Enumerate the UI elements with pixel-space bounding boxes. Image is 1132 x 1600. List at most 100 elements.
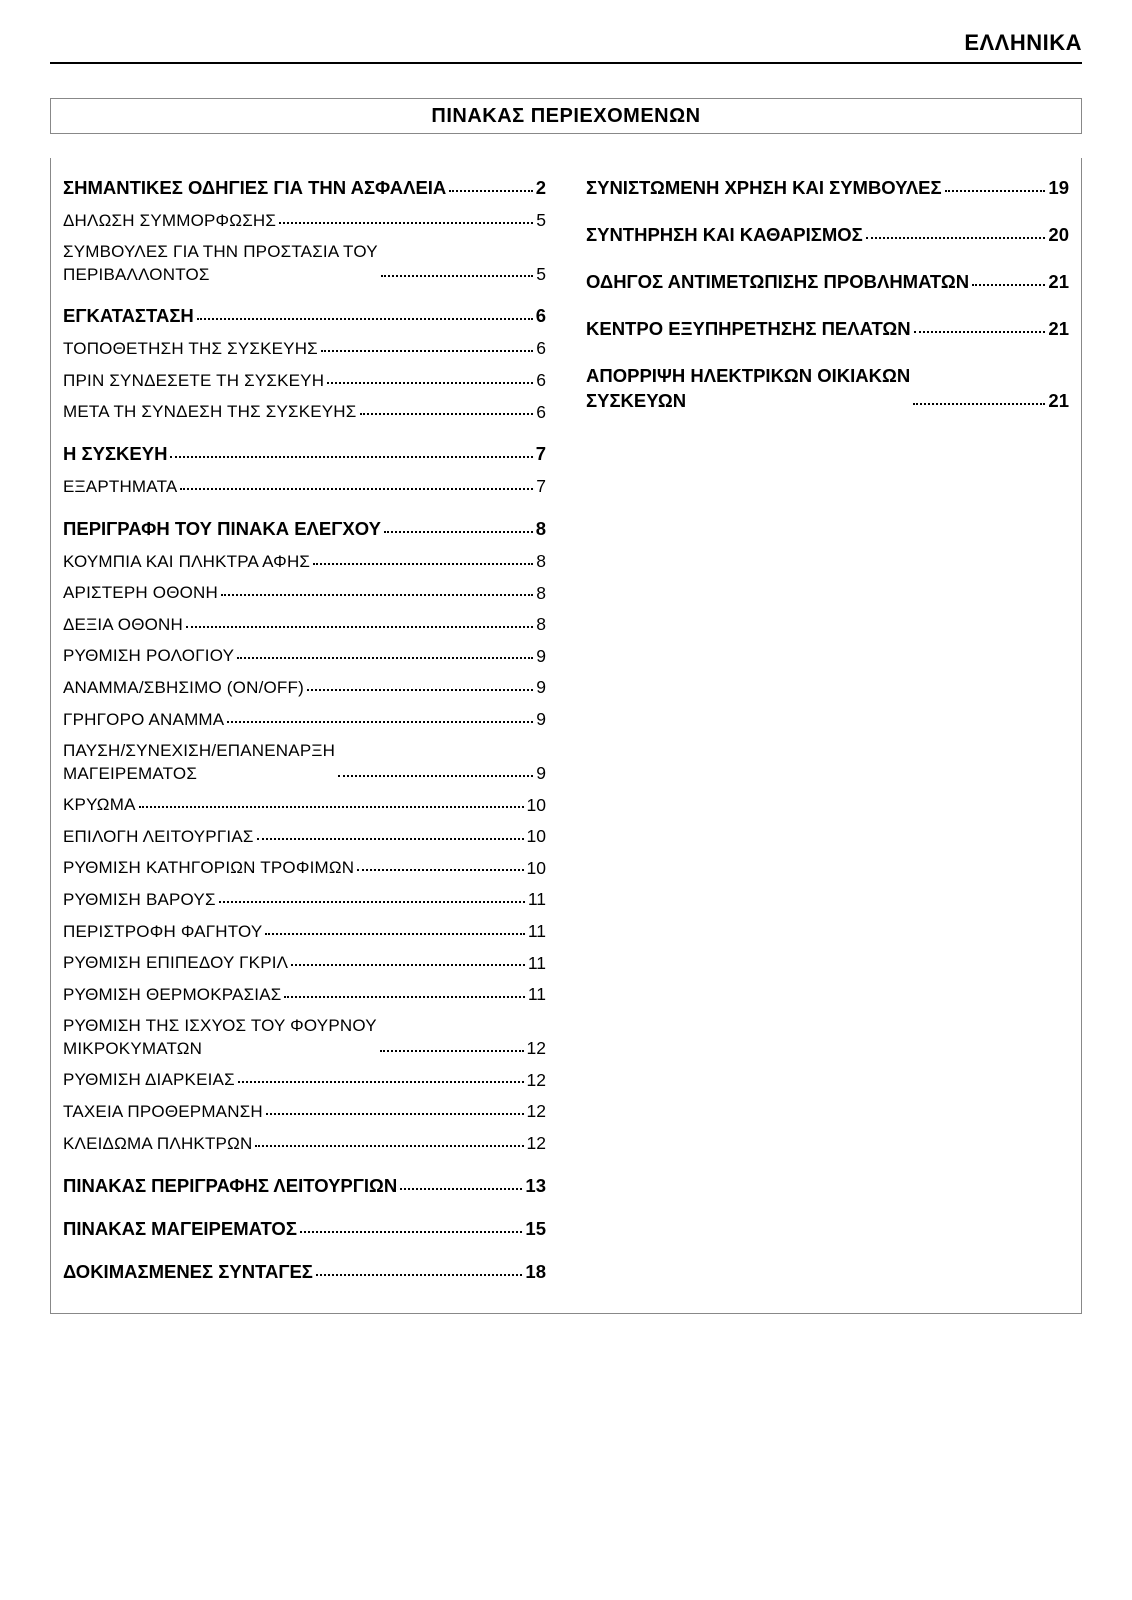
toc-pagenum: 18 — [525, 1260, 546, 1285]
toc-label: ΔΗΛΩΣΗ ΣΥΜΜΟΡΦΩΣΗΣ — [63, 210, 276, 233]
toc-entry: ΤΟΠΟΘΕΤΗΣΗ ΤΗΣ ΣΥΣΚΕΥΗΣ6 — [63, 337, 546, 361]
header-rule — [50, 62, 1082, 64]
toc-leader-dots — [360, 413, 534, 415]
toc-leader-dots — [313, 563, 533, 565]
toc-label: ΠΡΙΝ ΣΥΝΔΕΣΕΤΕ ΤΗ ΣΥΣΚΕΥΗ — [63, 370, 324, 393]
toc-leader-dots — [265, 933, 524, 935]
toc-pagenum: 6 — [536, 304, 546, 329]
toc-leader-dots — [186, 626, 533, 628]
toc-entry: ΡΥΘΜΙΣΗ ΚΑΤΗΓΟΡΙΩΝ ΤΡΟΦΙΜΩΝ 10 — [63, 857, 546, 881]
toc-entry: ΠΕΡΙΓΡΑΦΗ ΤΟΥ ΠΙΝΑΚΑ ΕΛΕΓΧΟΥ8 — [63, 517, 546, 542]
toc-label: ΕΠΙΛΟΓΗ ΛΕΙΤΟΥΡΓΙΑΣ — [63, 826, 254, 849]
toc-label: ΡΥΘΜΙΣΗ ΒΑΡΟΥΣ — [63, 889, 216, 912]
toc-entry: ΡΥΘΜΙΣΗ ΤΗΣ ΙΣΧΥΟΣ ΤΟΥ ΦΟΥΡΝΟΥ ΜΙΚΡΟΚΥΜΑ… — [63, 1015, 546, 1061]
toc-columns: ΣΗΜΑΝΤΙΚΕΣ ΟΔΗΓΙΕΣ ΓΙΑ ΤΗΝ ΑΣΦΑΛΕΙΑ2 ΔΗΛΩ… — [50, 158, 1082, 1314]
toc-label: ΣΥΝΙΣΤΩΜΕΝΗ ΧΡΗΣΗ ΚΑΙ ΣΥΜΒΟΥΛΕΣ — [586, 176, 942, 201]
toc-leader-dots — [279, 222, 533, 224]
toc-entry: ΚΟΥΜΠΙΑ ΚΑΙ ΠΛΗΚΤΡΑ ΑΦΗΣ8 — [63, 550, 546, 574]
toc-entry: ΓΡΗΓΟΡΟ ΑΝΑΜΜΑ 9 — [63, 708, 546, 732]
toc-leader-dots — [139, 806, 524, 808]
toc-title-box: ΠΙΝΑΚΑΣ ΠΕΡΙΕΧΟΜΕΝΩΝ — [50, 98, 1082, 134]
toc-label: ΣΥΜΒΟΥΛΕΣ ΓΙΑ ΤΗΝ ΠΡΟΣΤΑΣΙΑ ΤΟΥ ΠΕΡΙΒΑΛΛ… — [63, 241, 378, 287]
toc-leader-dots — [866, 237, 1046, 239]
toc-entry: ΠΕΡΙΣΤΡΟΦΗ ΦΑΓΗΤΟΥ 11 — [63, 920, 546, 944]
toc-pagenum: 10 — [527, 825, 546, 849]
toc-leader-dots — [170, 456, 532, 458]
toc-leader-dots — [321, 350, 533, 352]
toc-label: ΕΓΚΑΤΑΣΤΑΣΗ — [63, 304, 194, 329]
toc-pagenum: 10 — [527, 794, 546, 818]
toc-leader-dots — [219, 901, 525, 903]
toc-entry: ΠΙΝΑΚΑΣ ΜΑΓΕΙΡΕΜΑΤΟΣ 15 — [63, 1217, 546, 1242]
toc-label: ΑΝΑΜΜΑ/ΣΒΗΣΙΜΟ (ON/OFF) — [63, 677, 304, 700]
toc-entry: ΕΠΙΛΟΓΗ ΛΕΙΤΟΥΡΓΙΑΣ 10 — [63, 825, 546, 849]
toc-label: ΠΙΝΑΚΑΣ ΜΑΓΕΙΡΕΜΑΤΟΣ — [63, 1217, 297, 1242]
toc-label: ΣΗΜΑΝΤΙΚΕΣ ΟΔΗΓΙΕΣ ΓΙΑ ΤΗΝ ΑΣΦΑΛΕΙΑ — [63, 176, 446, 201]
toc-entry: ΜΕΤΑ ΤΗ ΣΥΝΔΕΣΗ ΤΗΣ ΣΥΣΚΕΥΗΣ 6 — [63, 401, 546, 425]
toc-entry: ΡΥΘΜΙΣΗ ΕΠΙΠΕΔΟΥ ΓΚΡΙΛ11 — [63, 952, 546, 976]
toc-pagenum: 5 — [536, 209, 546, 233]
toc-label: ΚΛΕΙΔΩΜΑ ΠΛΗΚΤΡΩΝ — [63, 1133, 252, 1156]
toc-label: ΚΡΥΩΜΑ — [63, 794, 136, 817]
toc-entry: ΠΡΙΝ ΣΥΝΔΕΣΕΤΕ ΤΗ ΣΥΣΚΕΥΗ6 — [63, 369, 546, 393]
toc-entry: ΔΗΛΩΣΗ ΣΥΜΜΟΡΦΩΣΗΣ 5 — [63, 209, 546, 233]
toc-pagenum: 12 — [527, 1132, 546, 1156]
toc-leader-dots — [384, 531, 533, 533]
toc-entry: ΑΝΑΜΜΑ/ΣΒΗΣΙΜΟ (ON/OFF)9 — [63, 676, 546, 700]
toc-label: ΡΥΘΜΙΣΗ ΘΕΡΜΟΚΡΑΣΙΑΣ — [63, 984, 281, 1007]
toc-leader-dots — [266, 1113, 524, 1115]
toc-entry: ΠΙΝΑΚΑΣ ΠΕΡΙΓΡΑΦΗΣ ΛΕΙΤΟΥΡΓΙΩΝ13 — [63, 1174, 546, 1199]
toc-pagenum: 12 — [527, 1069, 546, 1093]
toc-entry: ΣΗΜΑΝΤΙΚΕΣ ΟΔΗΓΙΕΣ ΓΙΑ ΤΗΝ ΑΣΦΑΛΕΙΑ2 — [63, 176, 546, 201]
toc-label: ΡΥΘΜΙΣΗ ΚΑΤΗΓΟΡΙΩΝ ΤΡΟΦΙΜΩΝ — [63, 857, 354, 880]
toc-label: ΟΔΗΓΟΣ ΑΝΤΙΜΕΤΩΠΙΣΗΣ ΠΡΟΒΛΗΜΑΤΩΝ — [586, 270, 969, 295]
toc-label: ΔΕΞΙΑ ΟΘΟΝΗ — [63, 614, 183, 637]
toc-label: Η ΣΥΣΚΕΥΗ — [63, 442, 167, 467]
toc-entry: ΣΥΝΤΗΡΗΣΗ ΚΑΙ ΚΑΘΑΡΙΣΜΟΣ20 — [586, 223, 1069, 248]
toc-pagenum: 21 — [1048, 317, 1069, 342]
toc-pagenum: 11 — [528, 888, 546, 912]
toc-label: ΚΕΝΤΡΟ ΕΞΥΠΗΡΕΤΗΣΗΣ ΠΕΛΑΤΩΝ — [586, 317, 911, 342]
toc-entry: ΤΑΧΕΙΑ ΠΡΟΘΕΡΜΑΝΣΗ12 — [63, 1100, 546, 1124]
toc-entry: ΔΟΚΙΜΑΣΜΕΝΕΣ ΣΥΝΤΑΓΕΣ 18 — [63, 1260, 546, 1285]
toc-pagenum: 6 — [536, 401, 546, 425]
toc-label: ΚΟΥΜΠΙΑ ΚΑΙ ΠΛΗΚΤΡΑ ΑΦΗΣ — [63, 551, 310, 574]
toc-entry: ΔΕΞΙΑ ΟΘΟΝΗ 8 — [63, 613, 546, 637]
page: ΕΛΛΗΝΙΚΑ ΠΙΝΑΚΑΣ ΠΕΡΙΕΧΟΜΕΝΩΝ ΣΗΜΑΝΤΙΚΕΣ… — [0, 0, 1132, 1354]
toc-leader-dots — [913, 403, 1045, 405]
toc-entry: ΡΥΘΜΙΣΗ ΡΟΛΟΓΙΟΥ9 — [63, 645, 546, 669]
toc-entry: ΕΞΑΡΤΗΜΑΤΑ7 — [63, 475, 546, 499]
toc-label: ΠΕΡΙΣΤΡΟΦΗ ΦΑΓΗΤΟΥ — [63, 921, 262, 944]
toc-pagenum: 13 — [525, 1174, 546, 1199]
toc-pagenum: 9 — [536, 762, 546, 786]
toc-leader-dots — [284, 996, 524, 998]
toc-label: ΓΡΗΓΟΡΟ ΑΝΑΜΜΑ — [63, 709, 224, 732]
toc-leader-dots — [381, 275, 534, 277]
toc-leader-dots — [227, 721, 533, 723]
toc-pagenum: 9 — [536, 708, 546, 732]
toc-label: ΜΕΤΑ ΤΗ ΣΥΝΔΕΣΗ ΤΗΣ ΣΥΣΚΕΥΗΣ — [63, 401, 357, 424]
toc-leader-dots — [197, 318, 533, 320]
toc-leader-dots — [180, 488, 533, 490]
toc-label: ΡΥΘΜΙΣΗ ΕΠΙΠΕΔΟΥ ΓΚΡΙΛ — [63, 952, 288, 975]
toc-pagenum: 11 — [528, 920, 546, 944]
toc-entry: ΣΥΜΒΟΥΛΕΣ ΓΙΑ ΤΗΝ ΠΡΟΣΤΑΣΙΑ ΤΟΥ ΠΕΡΙΒΑΛΛ… — [63, 241, 546, 287]
toc-label: ΤΟΠΟΘΕΤΗΣΗ ΤΗΣ ΣΥΣΚΕΥΗΣ — [63, 338, 318, 361]
toc-leader-dots — [945, 190, 1046, 192]
toc-leader-dots — [316, 1274, 523, 1276]
toc-leader-dots — [449, 190, 532, 192]
toc-pagenum: 21 — [1048, 270, 1069, 295]
toc-leader-dots — [972, 284, 1045, 286]
toc-entry: ΣΥΝΙΣΤΩΜΕΝΗ ΧΡΗΣΗ ΚΑΙ ΣΥΜΒΟΥΛΕΣ19 — [586, 176, 1069, 201]
toc-label: ΔΟΚΙΜΑΣΜΕΝΕΣ ΣΥΝΤΑΓΕΣ — [63, 1260, 313, 1285]
toc-title: ΠΙΝΑΚΑΣ ΠΕΡΙΕΧΟΜΕΝΩΝ — [51, 99, 1081, 133]
toc-label: ΡΥΘΜΙΣΗ ΔΙΑΡΚΕΙΑΣ — [63, 1069, 235, 1092]
toc-entry: ΑΠΟΡΡΙΨΗ ΗΛΕΚΤΡΙΚΩΝ ΟΙΚΙΑΚΩΝ ΣΥΣΚΕΥΩΝ21 — [586, 364, 1069, 414]
toc-pagenum: 8 — [536, 613, 546, 637]
toc-label: ΠΕΡΙΓΡΑΦΗ ΤΟΥ ΠΙΝΑΚΑ ΕΛΕΓΧΟΥ — [63, 517, 381, 542]
toc-pagenum: 15 — [525, 1217, 546, 1242]
toc-label: ΑΠΟΡΡΙΨΗ ΗΛΕΚΤΡΙΚΩΝ ΟΙΚΙΑΚΩΝ ΣΥΣΚΕΥΩΝ — [586, 364, 910, 414]
toc-leader-dots — [237, 657, 533, 659]
toc-entry: ΚΕΝΤΡΟ ΕΞΥΠΗΡΕΤΗΣΗΣ ΠΕΛΑΤΩΝ 21 — [586, 317, 1069, 342]
toc-pagenum: 10 — [527, 857, 546, 881]
